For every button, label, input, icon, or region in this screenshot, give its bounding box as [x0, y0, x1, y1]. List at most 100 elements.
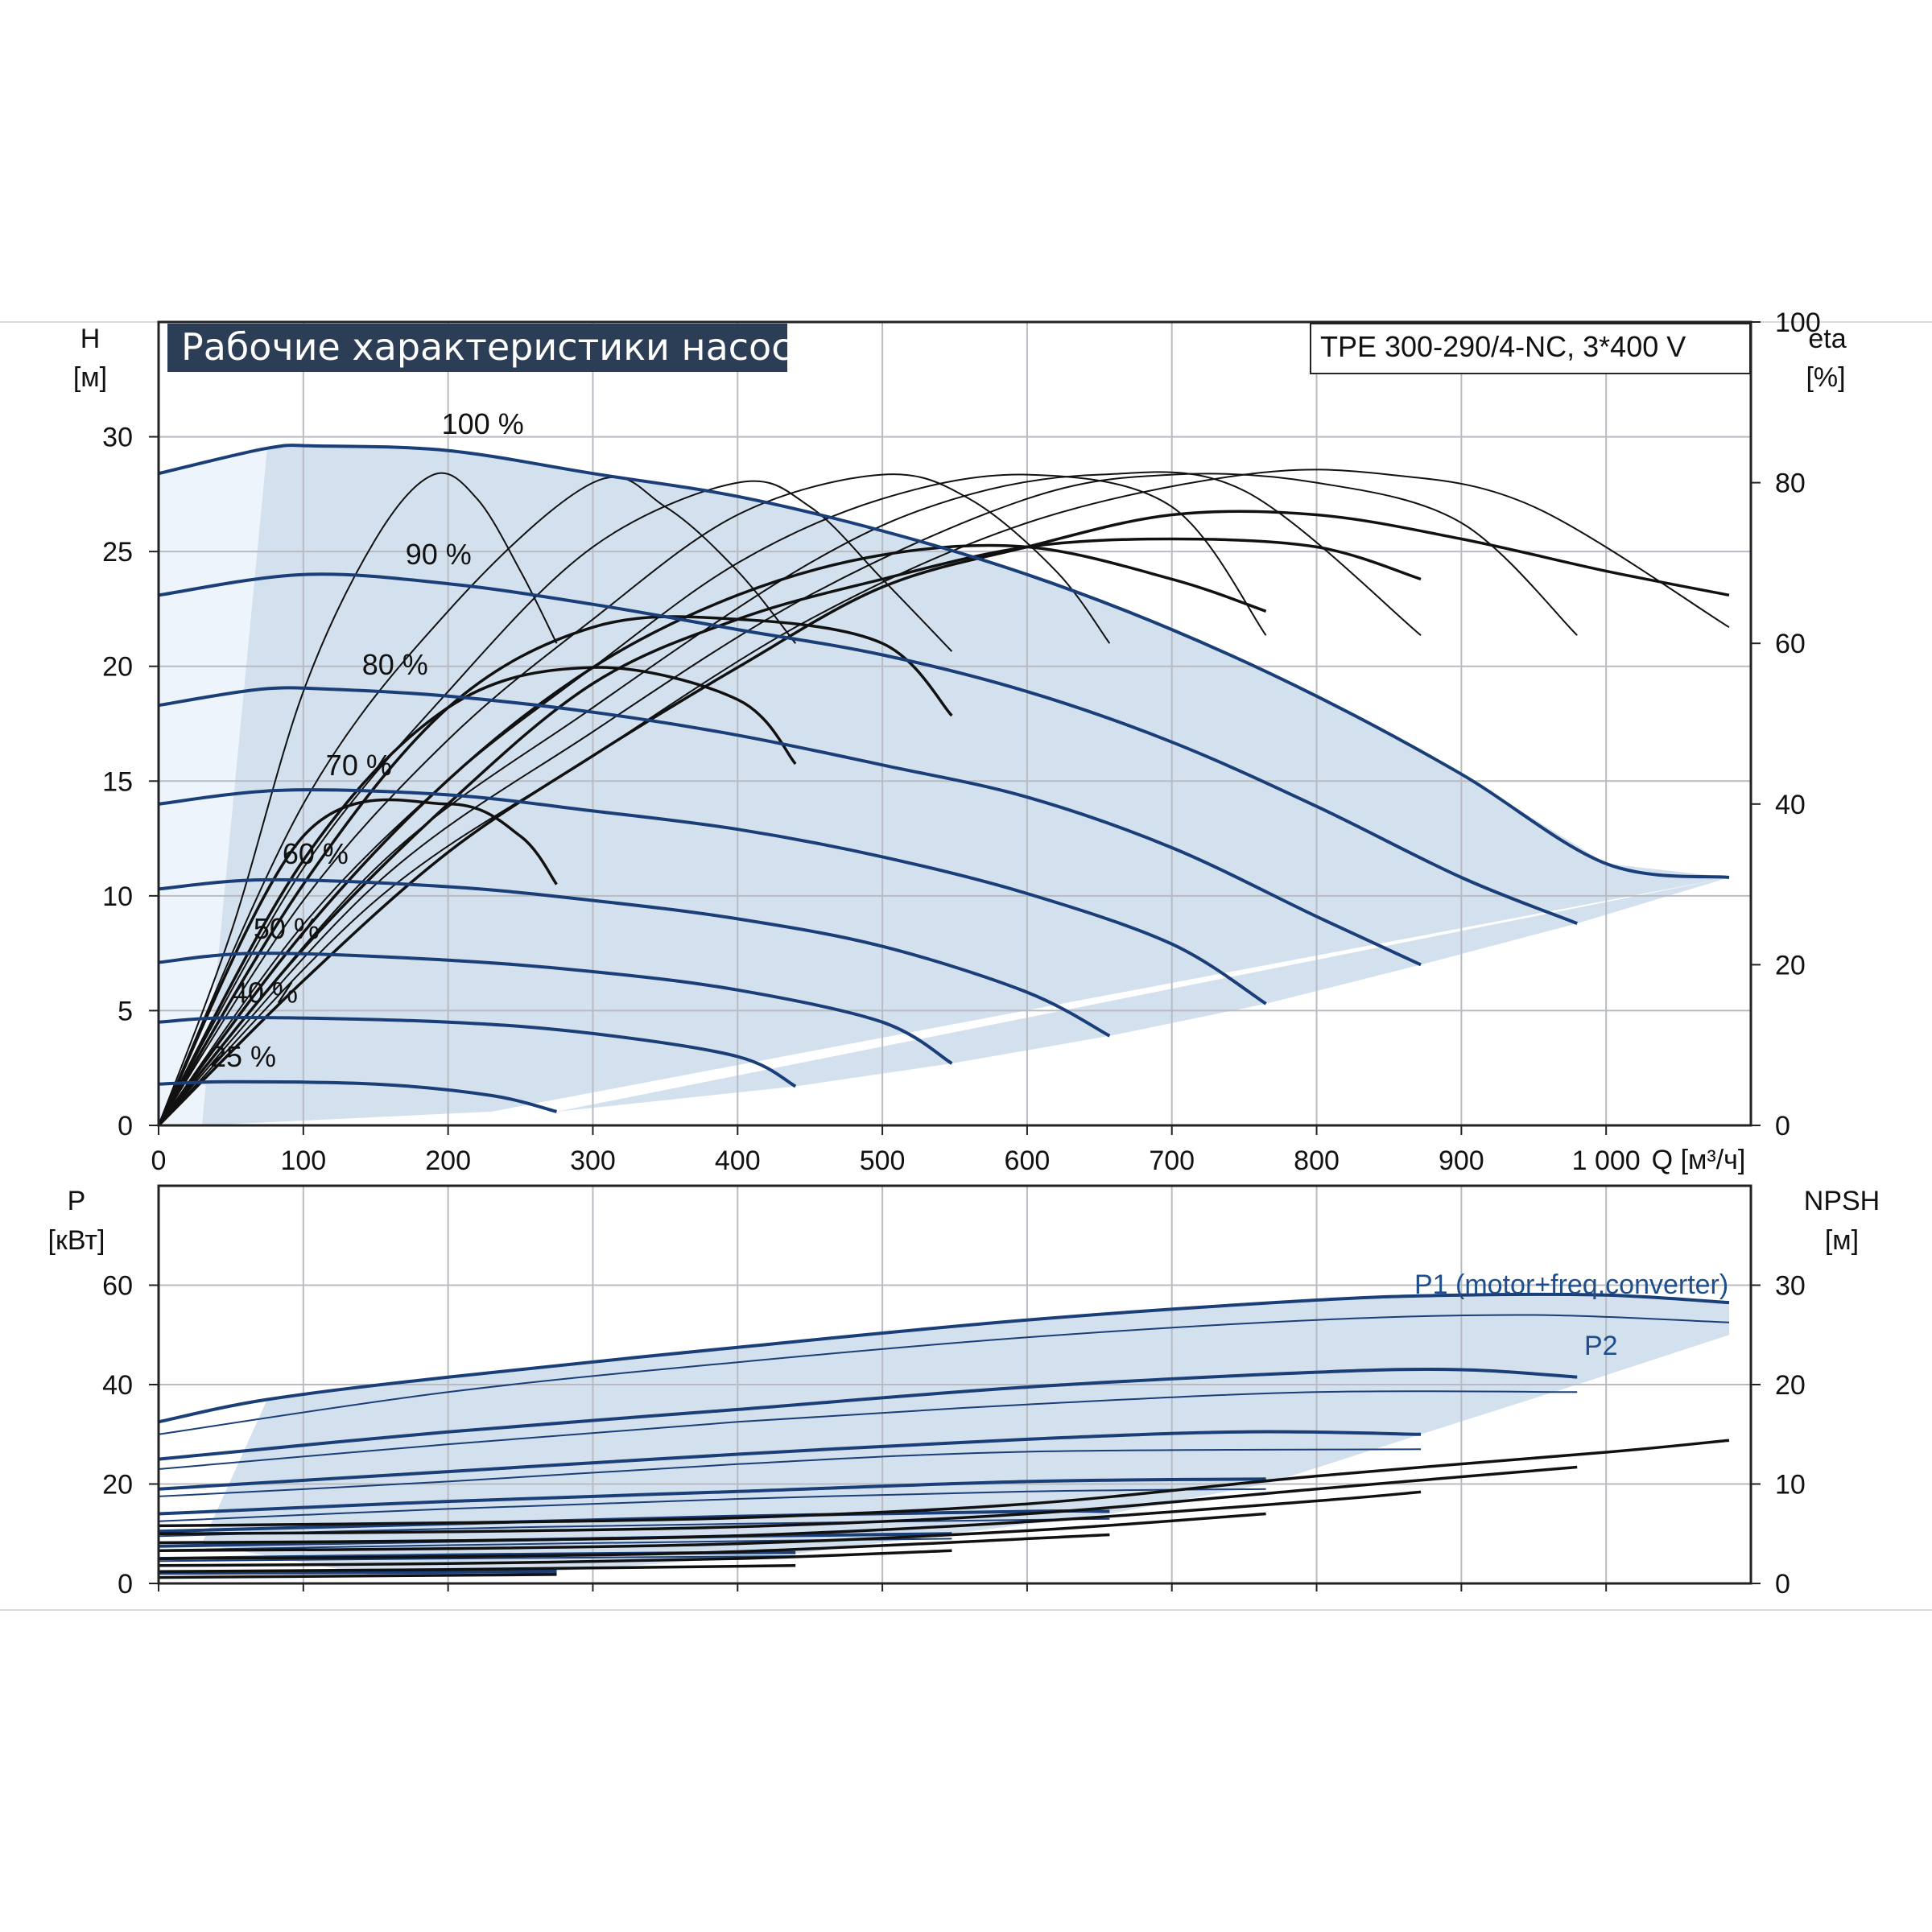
head-y-tick-label: 30 [102, 423, 133, 453]
head-curves [158, 444, 1730, 1113]
flow-axis-unit: [м³/ч] [1681, 1145, 1746, 1175]
npsh-curve [158, 1564, 796, 1573]
flow-axis-symbol: Q [1652, 1145, 1673, 1175]
p2-curves [158, 1314, 1730, 1575]
efficiency-curve [157, 798, 558, 1126]
eta-axis-unit: [%] [1806, 362, 1845, 393]
head-x-tick-label: 200 [425, 1146, 471, 1176]
head-region-fill [159, 446, 1729, 1125]
head-x-tick-label: 1 000 [1572, 1146, 1641, 1176]
head-curve [158, 572, 1578, 925]
head-axis-label: H [80, 324, 101, 354]
npsh-axis-unit: [м] [1825, 1225, 1859, 1256]
npsh-curve [158, 1573, 557, 1579]
flow-axis-label: Q [м³/ч] [1652, 1145, 1746, 1175]
efficiency-curve [158, 473, 1267, 1126]
head-curve [158, 444, 1730, 879]
p2-curve [158, 1448, 1422, 1497]
head-x-tick-label: 900 [1439, 1146, 1484, 1176]
head-y2-tick-labels: 0 20 40 60 80 100 [1775, 308, 1821, 1141]
power-axis-label: P [68, 1186, 86, 1216]
efficiency-curve [158, 473, 1578, 1126]
head-x-tick-labels: 0 100 200 300 400 500 600 700 800 900 1 000 [151, 1146, 1641, 1176]
title-box [167, 324, 787, 372]
head-y-tick-label: 15 [102, 766, 133, 797]
power-y-tick-label: 20 [102, 1470, 133, 1501]
npsh-curve [158, 1490, 1422, 1545]
efficiency-curve [157, 510, 1730, 1127]
efficiency-curve [158, 480, 953, 1126]
head-y-tick-label: 10 [102, 881, 133, 912]
npsh-curve [158, 1533, 1110, 1560]
head-x-tick-label: 0 [151, 1146, 167, 1176]
efficiency-curve [157, 537, 1422, 1127]
speed-label: 40 % [232, 976, 298, 1009]
p1-curve [158, 1430, 1422, 1491]
speed-label: 70 % [326, 749, 392, 782]
head-operating-region [201, 446, 1729, 1125]
head-y-tick-label: 0 [118, 1111, 133, 1141]
npsh-curve [158, 1465, 1578, 1536]
p1-curve [158, 1292, 1730, 1424]
head-axis-unit: [м] [73, 362, 107, 393]
npsh-axis-label: NPSH [1804, 1186, 1880, 1216]
head-plot-frame [157, 320, 1752, 1127]
power-npsh-chart: 0 20 40 60 0 10 20 30 P [кВт] NPSH [м] P1 (mot… [48, 1184, 1880, 1600]
head-curve [158, 788, 1267, 1005]
head-x-tick-label: 100 [280, 1146, 326, 1176]
head-curve [158, 686, 1422, 967]
speed-label: 60 % [283, 837, 349, 870]
head-y-tick-label: 20 [102, 652, 133, 683]
p2-curve [158, 1390, 1578, 1470]
efficiency-curve [157, 615, 953, 1126]
head-curve [158, 952, 953, 1065]
power-axis-unit: [кВт] [48, 1225, 105, 1256]
head-x-tick-label: 300 [570, 1146, 616, 1176]
npsh-curve [158, 1512, 1266, 1552]
p1-curve [158, 1477, 1266, 1516]
power-operating-region [201, 1294, 1729, 1576]
head-y2-tick-label: 20 [1775, 950, 1806, 980]
head-x-tick-label: 800 [1294, 1146, 1340, 1176]
power-y-tick-label: 40 [102, 1370, 133, 1401]
efficiency-curves [157, 469, 1730, 1127]
head-curve [158, 1015, 797, 1088]
npsh-curve [158, 1439, 1730, 1528]
chart-title: Рабочие характеристики насоса [181, 325, 815, 369]
speed-label: 80 % [362, 648, 428, 681]
p2-curve-label: P2 [1584, 1331, 1618, 1361]
npsh-y-tick-labels: 0 10 20 30 [1775, 1271, 1806, 1600]
p2-curve [158, 1488, 1266, 1522]
head-x-tick-label: 600 [1005, 1146, 1051, 1176]
speed-label: 100 % [442, 407, 524, 440]
efficiency-curve [158, 473, 1111, 1126]
p1-curve [158, 1368, 1578, 1461]
power-y-tick-label: 0 [118, 1569, 133, 1600]
head-curve [158, 1080, 557, 1113]
head-light-region [159, 448, 267, 1125]
head-y2-tick-label: 60 [1775, 629, 1806, 659]
head-y2-tick-label: 0 [1775, 1111, 1790, 1141]
npsh-curves [158, 1439, 1730, 1579]
speed-labels: 100 % 90 % 80 % 70 % 60 % 50 % 40 % 25 % [210, 407, 524, 1073]
head-efficiency-chart: 0 100 200 300 400 500 600 700 800 900 1 000 051015… [73, 308, 1847, 1176]
efficiency-curve [157, 543, 1267, 1127]
efficiency-curve [158, 471, 1422, 1126]
pump-model: TPE 300-290/4-NC, 3*400 V [1320, 330, 1686, 363]
head-y-tick-label: 5 [118, 996, 133, 1026]
p1-curve-label: P1 (motor+freq.converter) [1414, 1269, 1728, 1300]
head-curve [158, 877, 1111, 1038]
head-x-tick-label: 400 [715, 1146, 761, 1176]
power-y-tick-labels: 0 20 40 60 [102, 1271, 133, 1600]
head-y-tick-label: 25 [102, 537, 133, 568]
head-x-tick-label: 500 [860, 1146, 906, 1176]
npsh-curve [158, 1549, 952, 1567]
speed-label: 25 % [210, 1040, 276, 1073]
head-x-tick-label: 700 [1149, 1146, 1195, 1176]
npsh-y-tick-label: 0 [1775, 1569, 1790, 1600]
head-y2-tick-label: 100 [1775, 308, 1821, 338]
eta-axis-label: eta [1808, 324, 1846, 354]
model-box [1310, 323, 1751, 374]
p2-curve [158, 1314, 1730, 1435]
